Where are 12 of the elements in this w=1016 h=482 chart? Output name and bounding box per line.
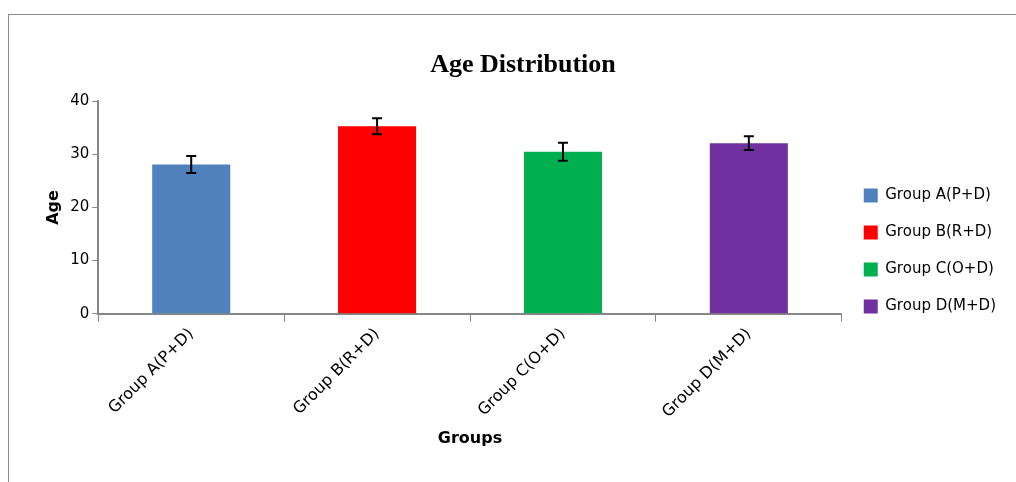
chart-title: Age Distribution	[430, 49, 617, 79]
y-tick-label: 0	[79, 303, 90, 322]
y-axis-title: Age	[42, 189, 62, 225]
legend-label: Group A(P+D)	[885, 185, 991, 204]
legend-label: Group D(M+D)	[885, 296, 996, 315]
legend-label: Group C(O+D)	[885, 259, 994, 278]
y-tick-label: 10	[70, 250, 90, 269]
y-tick-label: 30	[70, 144, 90, 163]
legend-label: Group B(R+D)	[885, 222, 993, 241]
y-tick-label: 20	[70, 197, 90, 216]
x-axis-title: Groups	[437, 427, 503, 447]
y-tick-label: 40	[70, 91, 90, 110]
